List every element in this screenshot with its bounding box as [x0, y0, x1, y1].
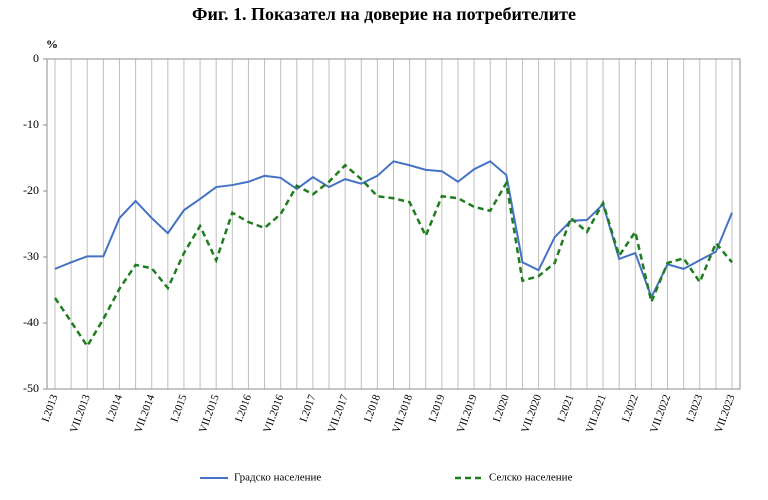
x-tick-label: VII.2023: [713, 392, 738, 434]
legend-label: Градско население: [234, 472, 321, 484]
x-tick-label: I.2023: [684, 392, 705, 423]
x-tick-label: I.2017: [298, 392, 319, 423]
x-tick-label: VII.2021: [584, 393, 609, 435]
y-tick-label: -10: [23, 117, 39, 131]
x-tick-label: VII.2022: [648, 393, 673, 435]
y-axis-label: %: [46, 37, 58, 51]
x-tick-label: VII.2020: [519, 392, 544, 434]
x-tick-label: I.2014: [104, 392, 125, 423]
chart-title: Фиг. 1. Показател на доверие на потребит…: [192, 4, 576, 24]
x-tick-label: I.2013: [40, 392, 61, 423]
x-tick-label: VII.2014: [132, 392, 157, 434]
series-line: [54, 160, 733, 300]
plot-border: [46, 58, 741, 390]
x-tick-label: I.2020: [491, 392, 512, 423]
x-tick-label: I.2022: [620, 393, 641, 424]
x-tick-label: I.2016: [233, 392, 254, 423]
x-tick-label: VII.2015: [197, 392, 222, 434]
x-tick-label: I.2015: [169, 392, 190, 423]
y-tick-label: 0: [33, 51, 39, 65]
series-line: [53, 163, 733, 349]
y-tick-label: -30: [23, 249, 39, 263]
x-tick-label: VII.2017: [326, 392, 351, 434]
y-tick-label: -40: [23, 315, 39, 329]
legend-label: Селско население: [489, 472, 573, 484]
x-tick-label: I.2021: [555, 393, 576, 424]
y-tick-label: -20: [23, 183, 39, 197]
x-tick-label: VII.2018: [390, 392, 415, 434]
y-tick-label: -50: [23, 381, 39, 395]
x-tick-label: VII.2016: [261, 392, 286, 434]
x-tick-label: I.2019: [426, 392, 447, 423]
x-tick-label: I.2018: [362, 392, 383, 423]
x-tick-label: VII.2019: [455, 392, 480, 434]
x-tick-label: VII.2013: [68, 392, 93, 434]
